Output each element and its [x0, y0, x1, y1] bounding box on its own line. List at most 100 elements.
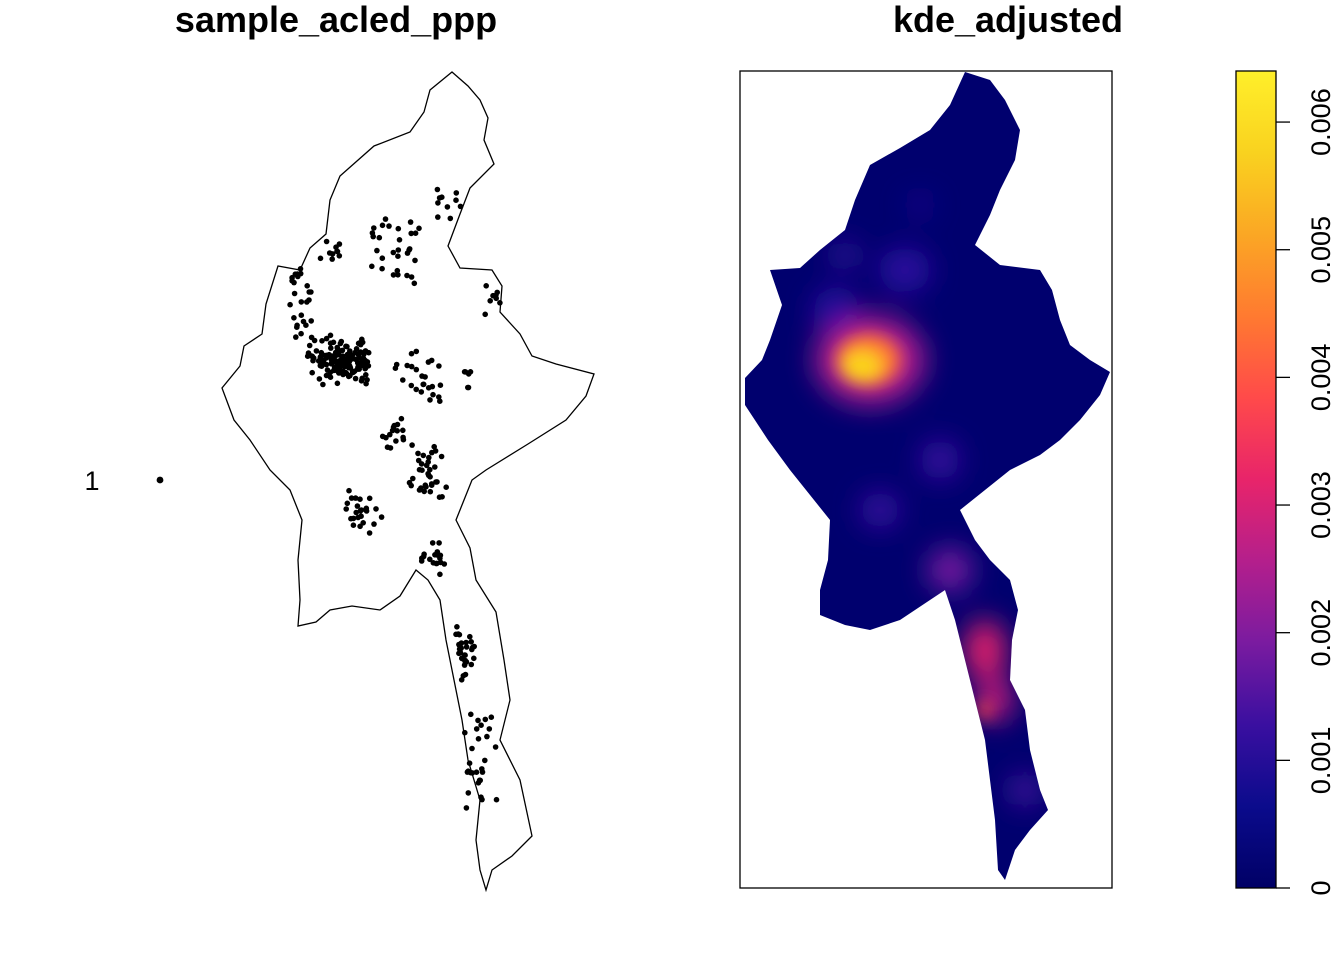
event-point — [463, 659, 470, 665]
event-point — [383, 434, 389, 441]
event-point — [355, 514, 361, 521]
event-point — [463, 644, 470, 650]
event-point — [382, 216, 389, 222]
event-point — [443, 484, 450, 491]
event-point — [319, 338, 325, 344]
event-point — [387, 445, 394, 451]
event-point — [376, 234, 383, 241]
event-point — [308, 318, 315, 324]
event-point — [409, 442, 415, 448]
event-point — [323, 372, 330, 379]
event-point — [293, 334, 299, 340]
event-point — [371, 521, 377, 527]
event-point — [395, 225, 402, 232]
event-point — [297, 266, 304, 272]
event-point — [425, 459, 432, 465]
colorbar-tick-label: 0.001 — [1306, 727, 1336, 795]
event-point — [425, 470, 431, 477]
country-outline — [221, 71, 595, 893]
event-point — [393, 361, 400, 368]
event-point — [483, 283, 490, 289]
event-point — [462, 729, 468, 736]
event-point — [497, 300, 503, 306]
event-point — [398, 415, 405, 422]
event-point — [453, 197, 459, 203]
event-point — [306, 342, 313, 349]
event-point — [298, 312, 305, 319]
event-point — [309, 353, 316, 360]
event-point — [357, 496, 363, 503]
event-point — [329, 251, 336, 257]
event-point — [334, 362, 340, 369]
event-point — [395, 253, 401, 259]
event-point — [473, 769, 480, 775]
event-point — [352, 375, 359, 382]
event-point — [393, 438, 399, 444]
event-point — [346, 358, 352, 364]
event-point — [436, 195, 443, 201]
colorbar-tick-label: 0.006 — [1306, 88, 1336, 156]
event-point — [416, 466, 423, 473]
event-point — [427, 556, 433, 563]
event-point — [435, 200, 441, 206]
event-point — [447, 215, 454, 222]
event-point — [408, 363, 415, 370]
event-point — [463, 805, 470, 811]
event-point — [335, 369, 342, 376]
event-point — [361, 362, 367, 368]
event-point — [334, 248, 340, 255]
event-point — [394, 428, 401, 434]
event-point — [413, 366, 420, 373]
event-point — [493, 796, 500, 803]
event-point — [311, 337, 318, 344]
event-point — [316, 376, 323, 382]
event-point — [358, 507, 365, 513]
event-point — [294, 322, 300, 329]
event-point — [404, 362, 411, 369]
event-point — [482, 716, 489, 723]
event-point — [406, 247, 412, 253]
event-point — [370, 233, 377, 240]
event-point — [465, 384, 471, 391]
event-point — [436, 540, 442, 546]
event-point — [335, 346, 341, 353]
event-point — [390, 272, 397, 278]
event-point — [482, 757, 488, 764]
event-point — [407, 219, 414, 225]
mark-legend-label: 1 — [84, 466, 99, 496]
event-point — [453, 190, 460, 196]
event-point — [343, 506, 350, 512]
event-point — [425, 385, 432, 391]
event-point — [420, 553, 427, 560]
event-point — [379, 265, 385, 272]
event-point — [408, 230, 415, 237]
event-point — [304, 283, 311, 289]
event-point — [467, 769, 474, 776]
event-point — [298, 299, 305, 305]
event-point — [408, 274, 415, 280]
event-point — [373, 506, 379, 512]
event-point — [486, 726, 493, 732]
event-point — [349, 369, 356, 375]
event-point — [463, 639, 469, 646]
event-point — [344, 343, 350, 350]
event-point — [400, 427, 406, 434]
event-point — [333, 350, 340, 357]
event-point — [408, 382, 415, 389]
event-point — [428, 481, 435, 487]
event-point — [389, 427, 396, 434]
event-point — [300, 318, 307, 325]
event-point — [323, 238, 330, 245]
event-point — [475, 780, 482, 786]
event-point — [318, 349, 325, 356]
event-point — [310, 357, 316, 364]
event-point — [355, 351, 362, 358]
event-point — [420, 452, 427, 459]
event-point — [454, 624, 460, 630]
event-point — [468, 661, 475, 668]
event-point — [423, 484, 429, 490]
event-point — [350, 522, 357, 528]
kde-frame — [739, 70, 1113, 889]
event-point — [353, 346, 360, 352]
